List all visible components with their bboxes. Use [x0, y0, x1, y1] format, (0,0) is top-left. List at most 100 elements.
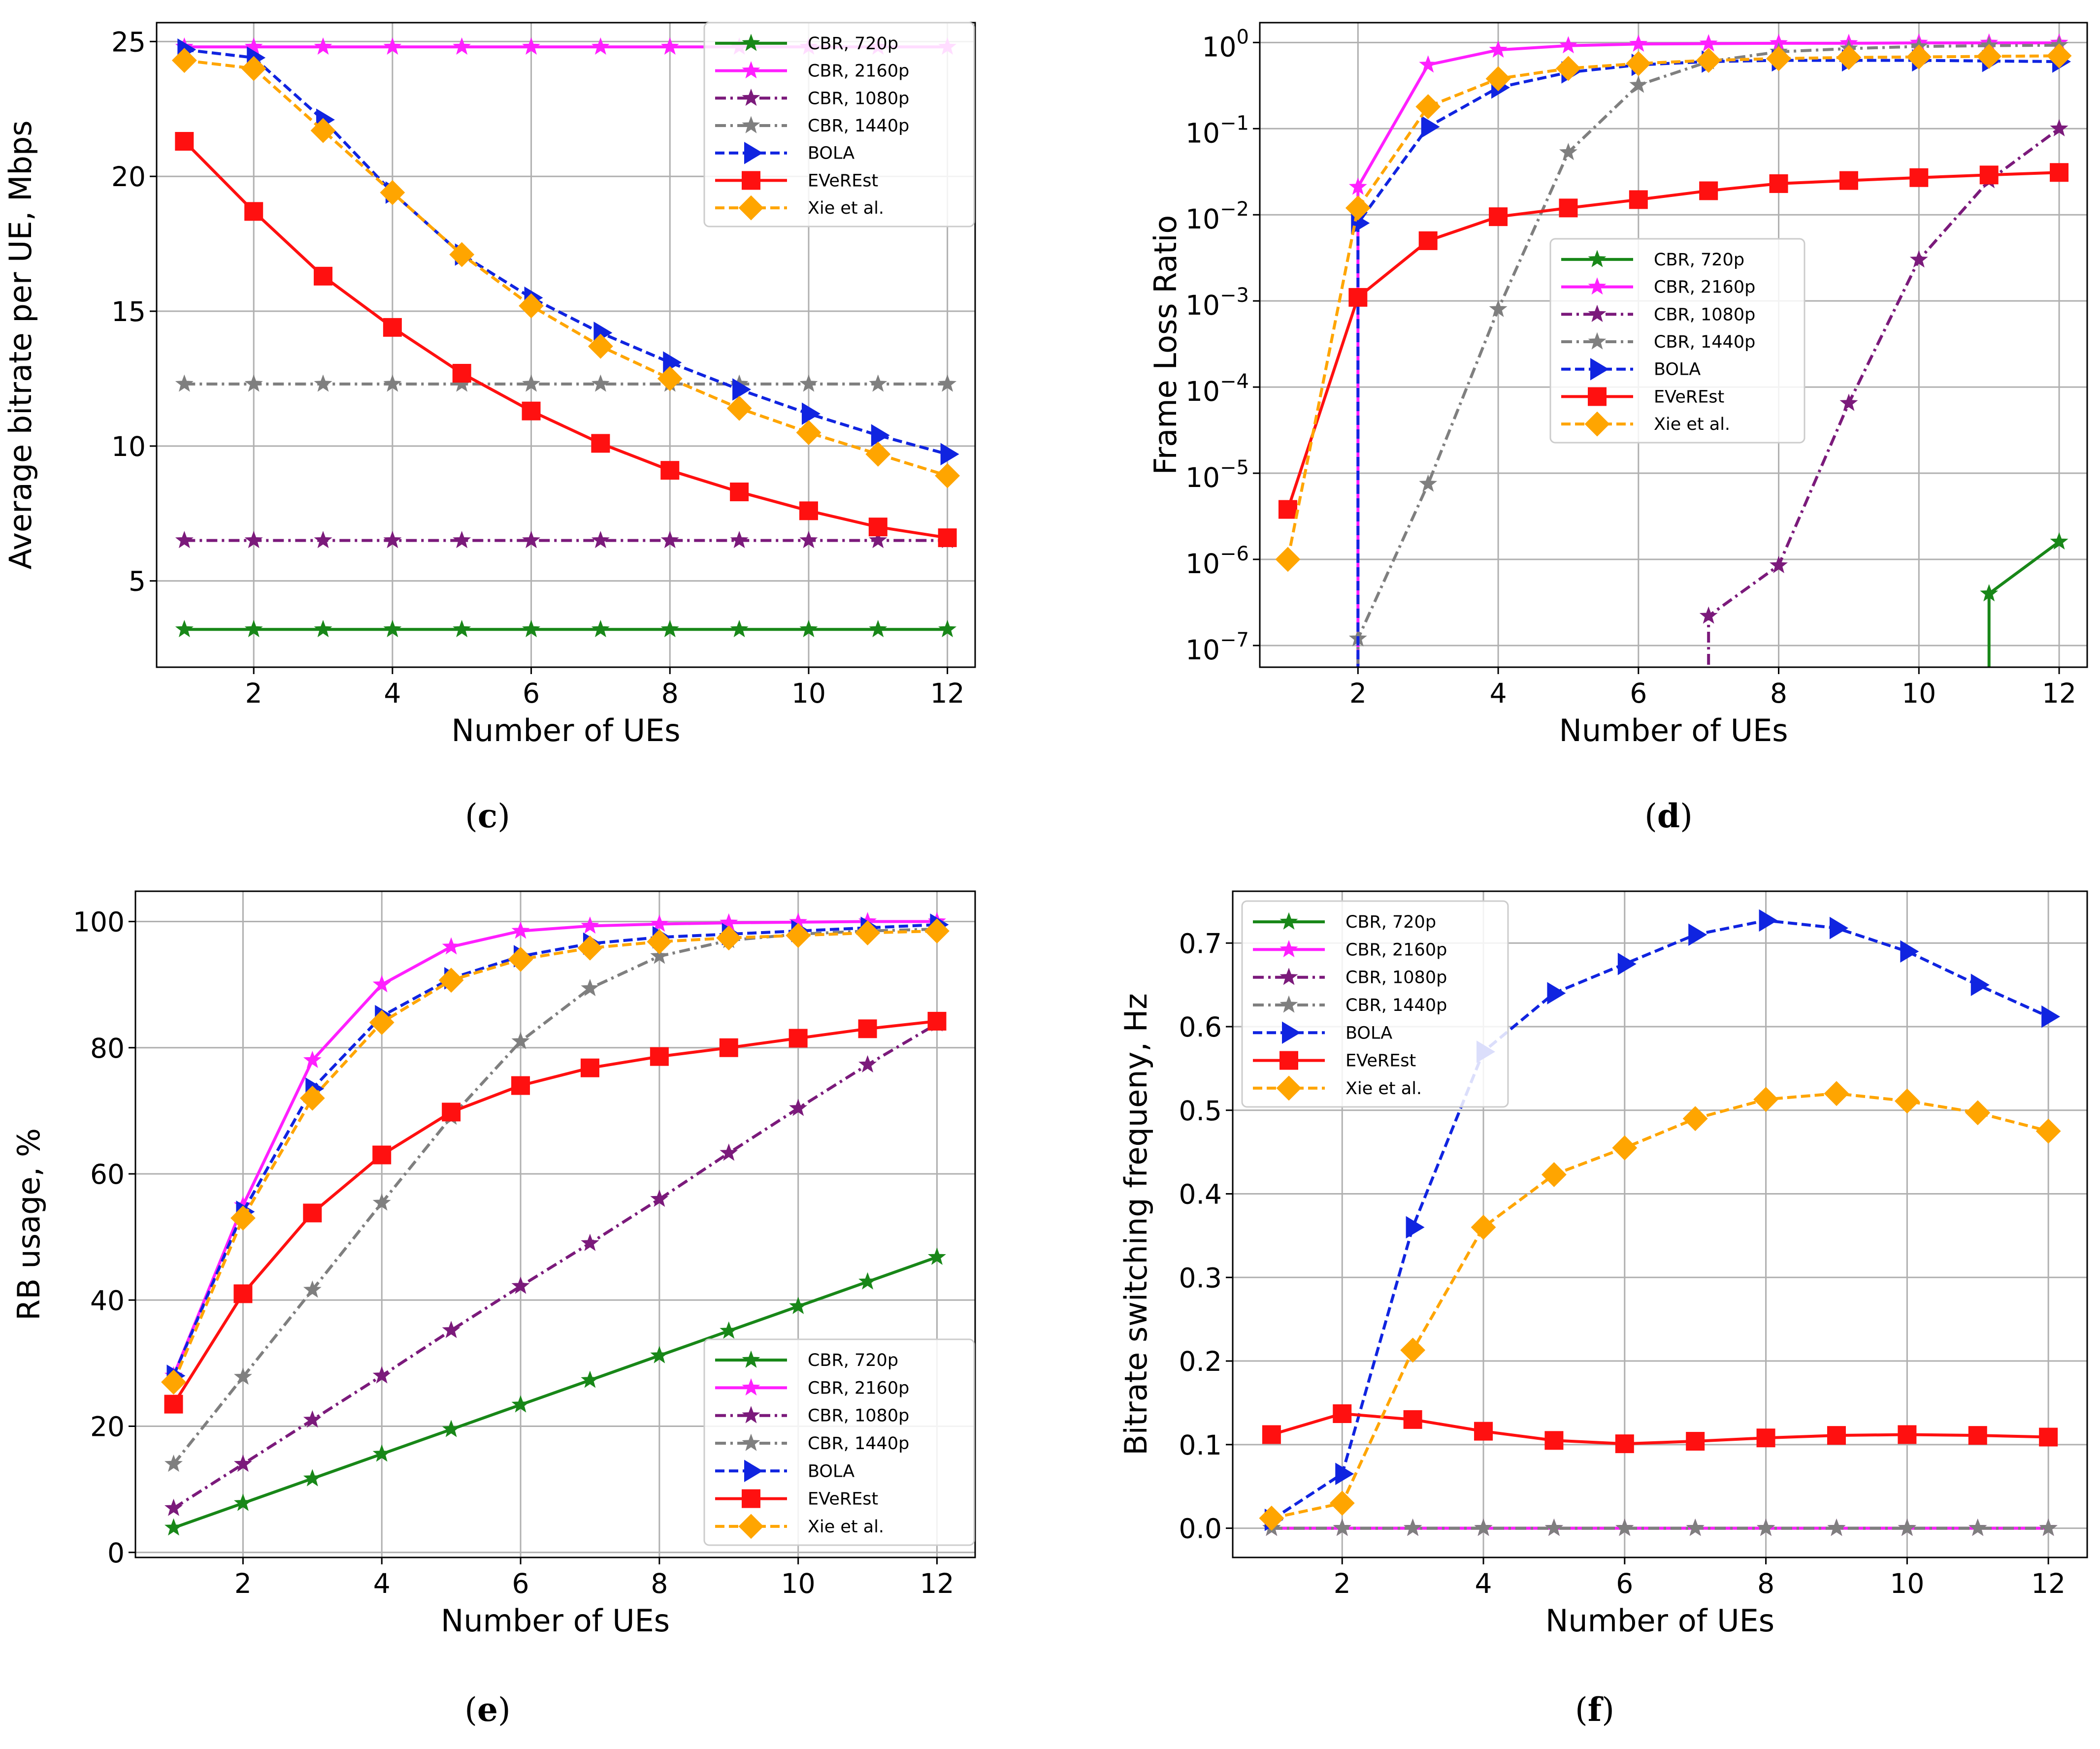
data-point-xie-et-al — [865, 441, 891, 467]
legend-label: CBR, 1440p — [808, 1434, 909, 1454]
y-tick-label: 0.7 — [1179, 928, 1222, 959]
data-point-everest — [730, 482, 749, 501]
series-line-everest — [1286, 171, 2060, 510]
data-point-cbr-1080p — [1770, 555, 1788, 574]
data-point-everest — [1769, 174, 1788, 193]
data-point-xie-et-al — [726, 395, 752, 421]
data-point-cbr-2160p — [372, 975, 391, 993]
data-point-cbr-720p — [581, 1370, 599, 1388]
data-point-xie-et-al — [1542, 1162, 1567, 1187]
data-point-cbr-2160p — [1699, 34, 1718, 52]
legend: CBR, 720p CBR, 2160p CBR, 1080p CBR, 1440p B… — [703, 1338, 975, 1546]
legend-item-everest: EVeREst — [715, 1489, 878, 1509]
data-point-cbr-720p — [233, 1493, 252, 1511]
legend-item-xie-et-al: Xie et al. — [1253, 1075, 1422, 1101]
y-tick-label: 0 — [107, 1537, 125, 1569]
legend-marker — [1590, 357, 1609, 381]
series-line-bola — [184, 48, 948, 456]
legend-marker — [1276, 1075, 1302, 1101]
panel-caption: (f) — [1575, 1690, 1614, 1729]
legend-item-cbr-720p: CBR, 720p — [1561, 250, 1744, 270]
data-point-cbr-1440p — [1827, 1519, 1846, 1536]
data-point-cbr-1080p — [720, 1143, 738, 1161]
x-tick-label: 12 — [930, 678, 965, 709]
legend-item-cbr-1440p: CBR, 1440p — [715, 116, 909, 136]
legend-item-cbr-1080p: CBR, 1080p — [1561, 304, 1755, 324]
data-point-cbr-2160p — [511, 921, 530, 939]
series-cbr-720p — [1980, 532, 2068, 667]
data-point-cbr-1440p — [1898, 1519, 1916, 1536]
data-point-everest — [233, 1284, 253, 1303]
data-point-xie-et-al — [171, 48, 197, 73]
data-point-cbr-1440p — [383, 374, 402, 392]
series-line-bola — [1356, 59, 2060, 667]
legend-marker — [744, 1459, 763, 1483]
data-point-cbr-1080p — [799, 531, 818, 549]
data-point-everest — [1968, 1426, 1987, 1445]
x-tick-label: 2 — [245, 678, 262, 709]
data-point-xie-et-al — [380, 180, 405, 205]
data-point-everest — [314, 266, 333, 286]
legend-marker — [1588, 332, 1607, 350]
data-point-everest — [1559, 198, 1578, 218]
data-point-everest — [1629, 190, 1648, 209]
data-point-xie-et-al — [657, 366, 683, 391]
legend-label: CBR, 720p — [1654, 250, 1744, 270]
data-point-cbr-2160p — [1348, 177, 1367, 195]
data-point-bola — [1335, 1462, 1354, 1486]
data-point-xie-et-al — [786, 923, 811, 948]
legend-item-cbr-1080p: CBR, 1080p — [1253, 968, 1447, 988]
y-tick-label: 20 — [111, 161, 146, 193]
x-tick-label: 6 — [1616, 1568, 1633, 1599]
data-point-xie-et-al — [1556, 56, 1581, 81]
y-axis-label: Average bitrate per UE, Mbps — [2, 120, 38, 569]
series-line-cbr-2160p — [172, 920, 937, 1377]
data-point-xie-et-al — [1824, 1081, 1849, 1106]
legend-item-cbr-1080p: CBR, 1080p — [715, 1406, 909, 1426]
series-line-xie-et-al — [1286, 54, 2060, 560]
data-point-cbr-1440p — [233, 1367, 252, 1385]
data-point-everest — [1278, 500, 1297, 519]
data-point-xie-et-al — [1696, 48, 1721, 73]
legend-label: EVeREst — [808, 1490, 878, 1509]
data-point-cbr-1080p — [383, 531, 402, 549]
y-tick-label: 10−2 — [1185, 198, 1249, 235]
data-point-bola — [1829, 916, 1848, 939]
data-point-xie-et-al — [161, 1369, 186, 1395]
data-point-cbr-2160p — [1419, 55, 1438, 73]
data-point-everest — [938, 528, 957, 548]
x-axis-label: Number of UEs — [1545, 1603, 1774, 1639]
series-cbr-720p — [164, 1247, 946, 1536]
data-point-cbr-720p — [591, 619, 610, 638]
data-point-cbr-1440p — [303, 1280, 322, 1298]
data-point-everest — [719, 1038, 738, 1057]
data-point-bola — [801, 402, 820, 425]
data-point-cbr-1440p — [1629, 75, 1648, 93]
plot-area — [1275, 33, 2072, 667]
y-tick-label: 0.6 — [1179, 1011, 1222, 1043]
legend-item-bola: BOLA — [1561, 357, 1701, 381]
series-line-xie-et-al — [1271, 1092, 2049, 1520]
legend-marker — [742, 116, 760, 133]
data-point-xie-et-al — [647, 929, 672, 954]
data-point-everest — [650, 1047, 669, 1066]
x-axis-label: Number of UEs — [441, 1603, 670, 1639]
series-line-cbr-1440p — [172, 927, 937, 1465]
data-point-cbr-1440p — [1686, 1519, 1705, 1536]
legend-frame — [1241, 900, 1509, 1108]
x-tick-label: 2 — [234, 1568, 252, 1599]
legend-marker — [1280, 995, 1298, 1013]
data-point-everest — [1544, 1431, 1564, 1450]
legend-marker — [742, 1406, 760, 1424]
data-point-everest — [1418, 231, 1438, 250]
series-line-xie-et-al — [184, 59, 948, 477]
series-bola — [166, 913, 949, 1387]
legend-item-cbr-2160p: CBR, 2160p — [715, 61, 909, 81]
data-point-everest — [927, 1011, 947, 1031]
data-point-xie-et-al — [1275, 547, 1301, 572]
series-cbr-2160p — [164, 912, 946, 1384]
data-point-xie-et-al — [230, 1205, 256, 1231]
data-point-cbr-1440p — [522, 374, 541, 392]
legend-item-cbr-720p: CBR, 720p — [1253, 912, 1436, 932]
data-point-everest — [788, 1029, 808, 1048]
